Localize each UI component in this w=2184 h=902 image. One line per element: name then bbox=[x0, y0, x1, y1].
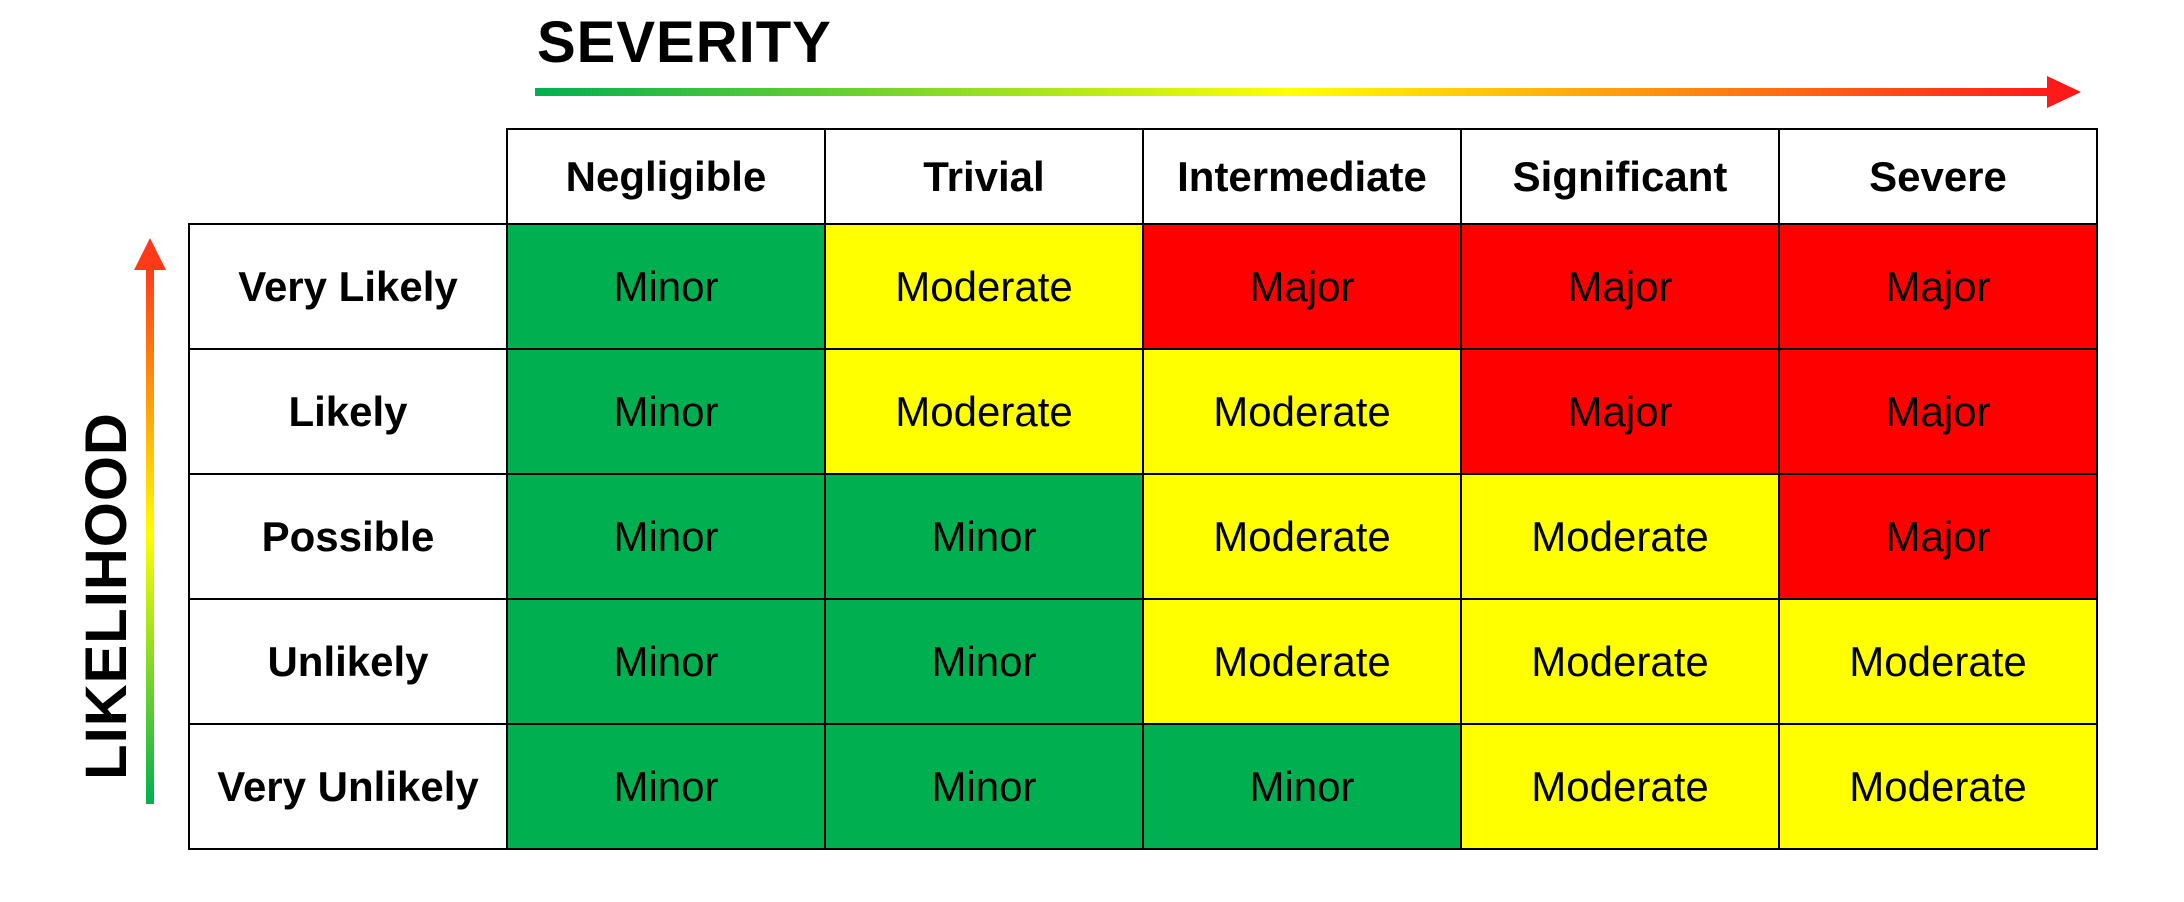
corner-cell bbox=[189, 129, 507, 224]
severity-header: Severe bbox=[1778, 128, 2098, 225]
risk-cell: Major bbox=[1460, 223, 1780, 350]
likelihood-header: Likely bbox=[188, 348, 508, 475]
matrix-row: Very Likely Minor Moderate Major Major M… bbox=[188, 223, 2098, 350]
risk-cell: Moderate bbox=[1142, 598, 1462, 725]
matrix-row: Possible Minor Minor Moderate Moderate M… bbox=[188, 473, 2098, 600]
likelihood-header: Possible bbox=[188, 473, 508, 600]
risk-cell: Moderate bbox=[1460, 723, 1780, 850]
likelihood-header: Very Unlikely bbox=[188, 723, 508, 850]
risk-cell: Moderate bbox=[1778, 723, 2098, 850]
matrix-row: Unlikely Minor Minor Moderate Moderate M… bbox=[188, 598, 2098, 725]
likelihood-header: Unlikely bbox=[188, 598, 508, 725]
severity-header: Intermediate bbox=[1142, 128, 1462, 225]
risk-cell: Minor bbox=[506, 598, 826, 725]
risk-cell: Minor bbox=[506, 348, 826, 475]
risk-cell: Major bbox=[1778, 348, 2098, 475]
risk-cell: Moderate bbox=[1142, 473, 1462, 600]
risk-cell: Minor bbox=[824, 473, 1144, 600]
risk-cell: Major bbox=[1778, 223, 2098, 350]
matrix-row: Likely Minor Moderate Moderate Major Maj… bbox=[188, 348, 2098, 475]
severity-header-row: Negligible Trivial Intermediate Signific… bbox=[189, 128, 2098, 225]
risk-cell: Minor bbox=[824, 723, 1144, 850]
risk-cell: Major bbox=[1142, 223, 1462, 350]
risk-cell: Major bbox=[1460, 348, 1780, 475]
severity-arrow bbox=[535, 76, 2081, 108]
severity-title: SEVERITY bbox=[537, 10, 832, 75]
severity-header: Significant bbox=[1460, 128, 1780, 225]
risk-cell: Moderate bbox=[1460, 598, 1780, 725]
risk-cell: Moderate bbox=[1778, 598, 2098, 725]
likelihood-title: LIKELIHOOD bbox=[74, 412, 139, 780]
risk-cell: Minor bbox=[506, 723, 826, 850]
likelihood-header: Very Likely bbox=[188, 223, 508, 350]
risk-cell: Minor bbox=[824, 598, 1144, 725]
risk-cell: Moderate bbox=[824, 348, 1144, 475]
risk-cell: Major bbox=[1778, 473, 2098, 600]
matrix-row: Very Unlikely Minor Minor Minor Moderate… bbox=[188, 723, 2098, 850]
severity-header: Negligible bbox=[506, 128, 826, 225]
likelihood-arrow bbox=[134, 238, 166, 804]
risk-cell: Moderate bbox=[824, 223, 1144, 350]
risk-matrix: Negligible Trivial Intermediate Signific… bbox=[188, 128, 2098, 850]
risk-cell: Moderate bbox=[1460, 473, 1780, 600]
risk-cell: Minor bbox=[506, 473, 826, 600]
risk-cell: Moderate bbox=[1142, 348, 1462, 475]
risk-cell: Minor bbox=[1142, 723, 1462, 850]
risk-cell: Minor bbox=[506, 223, 826, 350]
severity-header: Trivial bbox=[824, 128, 1144, 225]
